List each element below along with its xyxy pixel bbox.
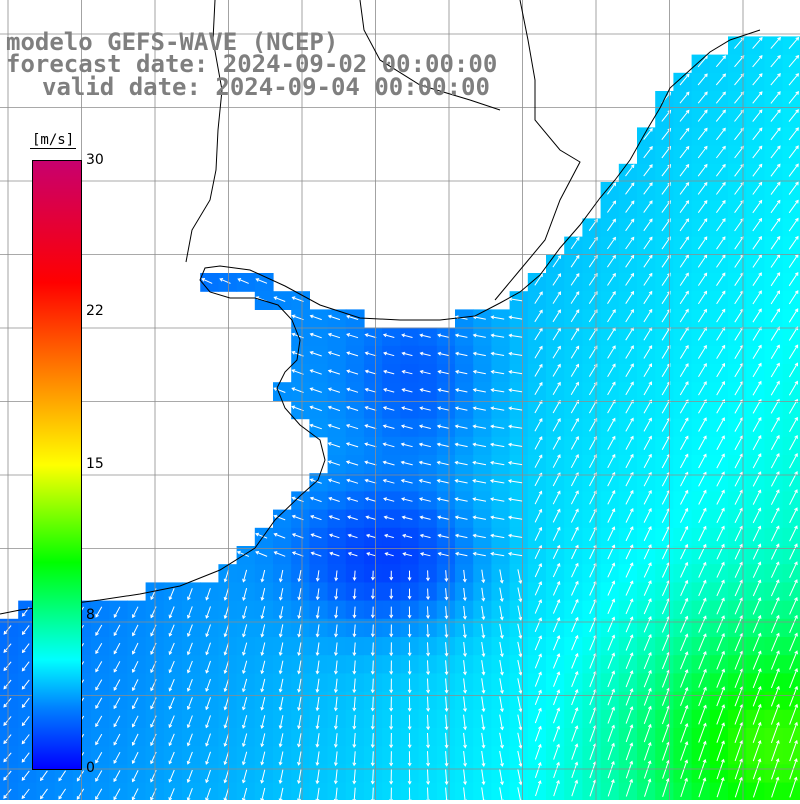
colorbar-tick-15: 15 xyxy=(86,456,104,472)
title-valid-date: valid date: 2024-09-04 00:00:00 xyxy=(42,73,490,101)
wind-speed-field xyxy=(0,36,800,800)
colorbar-tick-8: 8 xyxy=(86,607,95,623)
colorbar-tick-22: 22 xyxy=(86,303,104,319)
colorbar-unit: [m/s] xyxy=(30,132,76,149)
colorbar xyxy=(32,160,82,770)
colorbar-tick-0: 0 xyxy=(86,760,95,776)
colorbar-tick-30: 30 xyxy=(86,152,104,168)
